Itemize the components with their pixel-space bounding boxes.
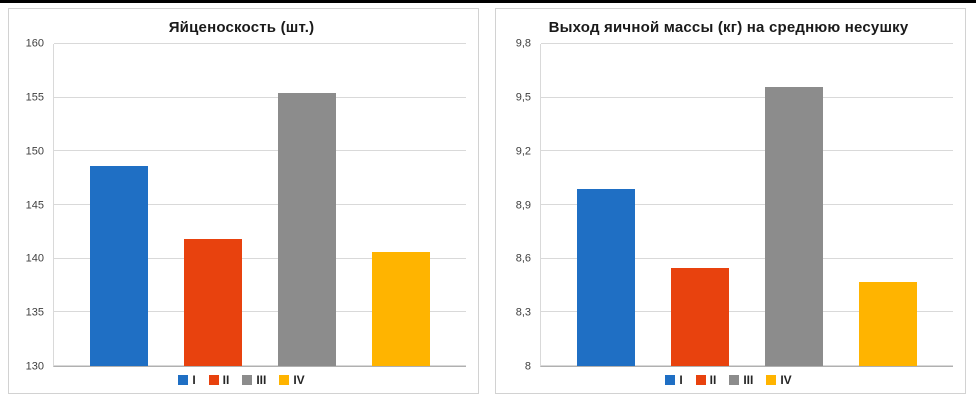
y-tick-label: 150 [25, 145, 44, 158]
legend-item-III: III [729, 374, 753, 386]
bar-series-I [577, 188, 635, 366]
legend-swatch-icon [242, 375, 253, 385]
legend-swatch-icon [665, 375, 676, 385]
y-tick-label: 145 [25, 199, 44, 211]
gridline [54, 43, 466, 44]
legend-label: IV [293, 373, 305, 387]
gridline [54, 96, 466, 98]
legend-label: I [192, 373, 196, 387]
y-axis: 130 135 140 145 150 155 160 [17, 38, 53, 372]
gridline [54, 311, 466, 313]
y-tick-label: 130 [25, 360, 44, 373]
chart-title-egg-mass: Выход яичной массы (кг) на среднюю несуш… [548, 19, 909, 36]
legend-swatch-icon [279, 375, 290, 385]
legend-item-IV: IV [766, 373, 792, 387]
chart-panel-egg-mass: Выход яичной массы (кг) на среднюю несуш… [495, 8, 966, 394]
legend-item-IV: IV [279, 373, 305, 387]
bar-series-III [278, 93, 336, 366]
legend-swatch-icon [695, 375, 706, 385]
y-tick-label: 8,9 [515, 199, 531, 211]
y-tick-label: 8,6 [515, 252, 531, 265]
y-tick-label: 135 [25, 306, 44, 319]
legend-item-I: I [665, 373, 683, 387]
legend-label: IV [780, 373, 792, 387]
bar-series-IV [859, 281, 917, 366]
gridline [54, 204, 466, 205]
gridline [541, 257, 953, 259]
y-tick-label: 155 [25, 91, 44, 104]
legend-item-III: III [242, 374, 266, 386]
legend-item-II: II [695, 373, 717, 387]
y-tick-label: 8,3 [515, 306, 531, 319]
y-tick-label: 8 [524, 360, 531, 373]
gridline [541, 150, 953, 152]
bar-series-II [184, 239, 242, 366]
legend: I II III IV [17, 367, 466, 391]
legend-label: II [709, 373, 717, 387]
gridline [541, 311, 953, 313]
y-tick-label: 160 [25, 37, 44, 50]
y-tick-label: 140 [25, 252, 44, 265]
bar-series-II [671, 267, 729, 366]
bar-series-IV [372, 252, 430, 366]
chart-panel-egg-count: Яйценоскость (шт.) 130 135 140 145 150 155 160… [8, 8, 479, 394]
legend-swatch-icon [729, 375, 740, 385]
gridline [541, 204, 953, 205]
bar-series-III [765, 86, 823, 366]
gridline [54, 257, 466, 259]
bars-container [54, 44, 466, 366]
legend-label: II [222, 373, 230, 387]
plot-area [540, 43, 953, 367]
y-tick-label: 9,5 [515, 91, 531, 104]
gridline [54, 365, 466, 366]
gridline [541, 365, 953, 366]
y-tick-label: 9,8 [515, 37, 531, 50]
legend-label: III [743, 373, 754, 387]
legend-label: I [679, 373, 683, 387]
y-axis: 8 8,3 8,6 8,9 9,2 9,5 9,8 [504, 38, 540, 372]
chart-title-egg-count: Яйценоскость (шт.) [168, 19, 315, 36]
legend-swatch-icon [178, 375, 189, 385]
gridline [541, 96, 953, 98]
y-tick-label: 9,2 [515, 145, 531, 158]
gridline [541, 43, 953, 44]
legend-swatch-icon [766, 375, 777, 385]
legend-item-I: I [178, 373, 196, 387]
bar-series-I [90, 166, 148, 366]
chart-body: 8 8,3 8,6 8,9 9,2 9,5 9,8 [504, 38, 953, 372]
legend-item-II: II [208, 373, 230, 387]
chart-body: 130 135 140 145 150 155 160 [17, 38, 466, 372]
legend-label: III [256, 373, 267, 387]
plot-area [53, 43, 466, 367]
bars-container [541, 44, 953, 366]
legend: I II III IV [504, 367, 953, 391]
legend-swatch-icon [208, 375, 219, 385]
gridline [54, 150, 466, 152]
